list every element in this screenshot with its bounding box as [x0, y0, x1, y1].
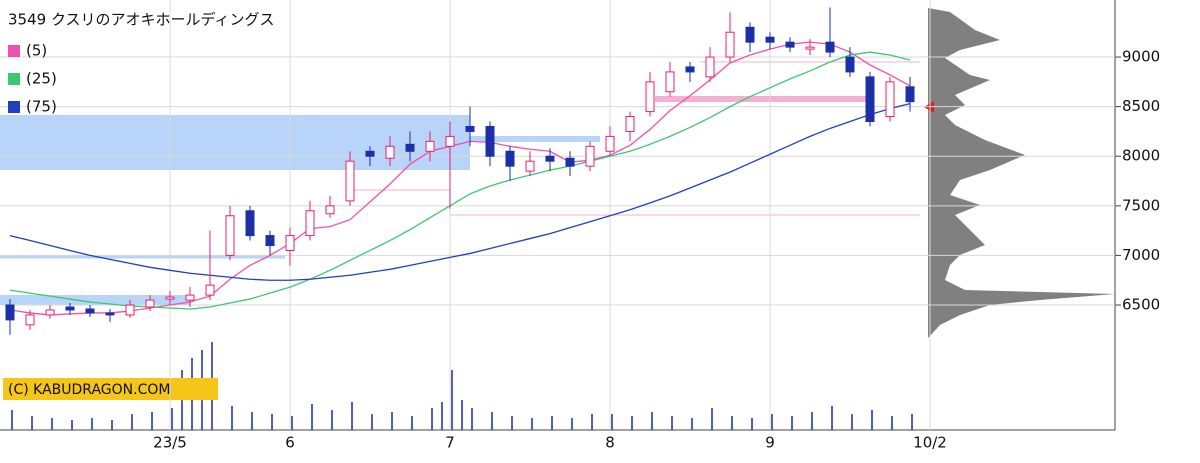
ma-line [9, 103, 911, 281]
candle-body [665, 71, 675, 93]
candle-body [405, 143, 415, 152]
candle-body [145, 299, 155, 308]
candle-body [65, 306, 75, 311]
watermark: (C) KABUDRAGON.COM [8, 382, 170, 398]
legend-swatch [8, 73, 20, 85]
candle-body [525, 160, 535, 172]
candle-body [825, 41, 835, 53]
x-tick-label: 7 [445, 434, 455, 452]
candle-body [265, 235, 275, 247]
candle-body [285, 235, 295, 251]
x-tick-label: 23/5 [153, 434, 187, 452]
y-tick-label: 8500 [1122, 97, 1160, 115]
candle-body [605, 135, 615, 152]
legend-label: (25) [26, 70, 57, 88]
candle-body [765, 36, 775, 43]
candle-body [545, 155, 555, 162]
candle-body [45, 309, 55, 316]
candle-body [245, 210, 255, 237]
candle-body [25, 314, 35, 326]
chart-title: 3549 クスリのアオキホールディングス [8, 11, 274, 29]
candle-body [785, 41, 795, 48]
candle-body [185, 294, 195, 301]
candle-body [805, 46, 815, 50]
candle-body [565, 157, 575, 167]
candle-body [705, 56, 715, 78]
legend-swatch [8, 101, 20, 113]
candle-body [845, 56, 855, 73]
candle-body [865, 76, 875, 123]
legend-label: (75) [26, 98, 57, 116]
candle-body [585, 145, 595, 167]
candle-body [505, 150, 515, 167]
y-tick-label: 7000 [1122, 246, 1160, 264]
candle-body [205, 284, 215, 296]
candle-body [105, 312, 115, 316]
candle-body [385, 145, 395, 159]
candle-body [225, 215, 235, 256]
candle-body [905, 86, 915, 103]
watermark-box [3, 378, 218, 400]
candle-body [445, 135, 455, 147]
x-tick-label: 8 [605, 434, 615, 452]
candle-body [725, 31, 735, 58]
ma-line [9, 51, 911, 310]
y-tick-label: 9000 [1122, 48, 1160, 66]
candle-body [325, 205, 335, 215]
candle-body [745, 26, 755, 43]
candle-body [685, 66, 695, 73]
y-tick-label: 8000 [1122, 147, 1160, 165]
candle-body [5, 304, 15, 321]
legend-label: (5) [26, 42, 47, 60]
candle-body [125, 304, 135, 316]
candle-body [305, 210, 315, 237]
price-zones [0, 61, 920, 305]
candle-body [465, 125, 475, 132]
x-tick-label: 9 [765, 434, 775, 452]
candle-body [345, 160, 355, 202]
candle-body [625, 116, 635, 132]
candle-body [365, 150, 375, 157]
legend-swatch [8, 45, 20, 57]
x-tick-label: 10/2 [913, 434, 947, 452]
candle-body [165, 296, 175, 300]
ma-line [9, 41, 911, 316]
candle-body [85, 308, 95, 314]
candle-body [885, 81, 895, 118]
candle-body [485, 125, 495, 157]
y-tick-label: 7500 [1122, 196, 1160, 214]
candle-body [645, 81, 655, 113]
y-tick-label: 6500 [1122, 296, 1160, 314]
x-tick-label: 6 [285, 434, 295, 452]
candle-body [425, 140, 435, 152]
